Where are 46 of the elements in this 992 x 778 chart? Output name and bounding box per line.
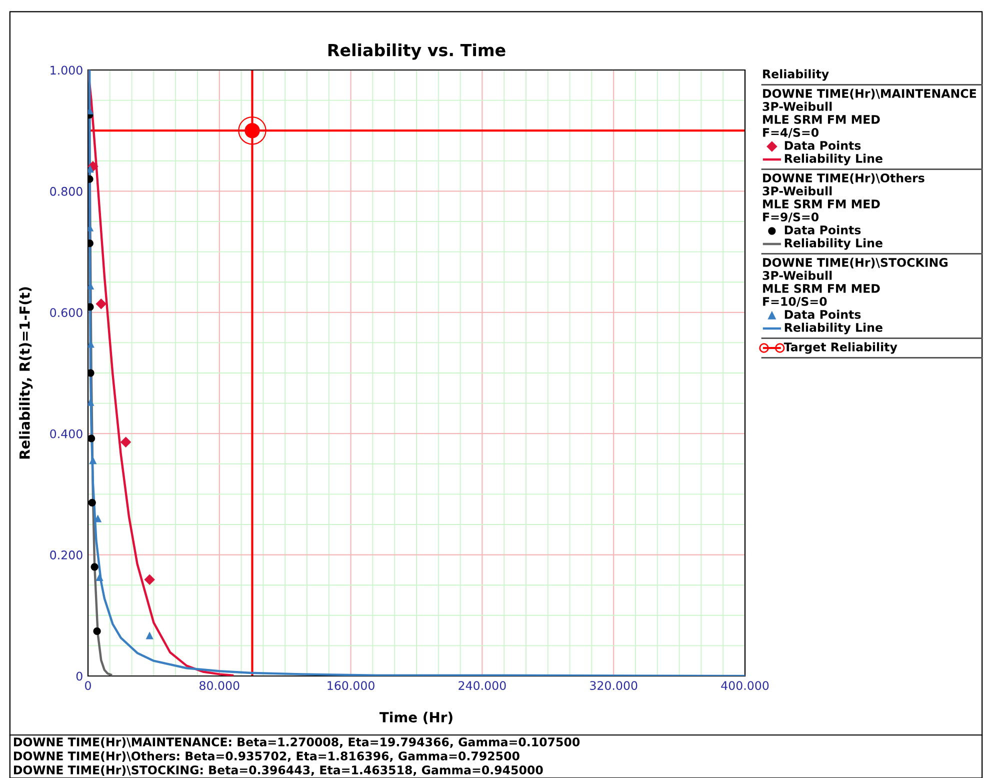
point bbox=[88, 164, 94, 173]
point bbox=[88, 303, 94, 311]
y-axis-title: Reliability, R(t)=1-F(t) bbox=[19, 287, 33, 459]
point bbox=[96, 298, 107, 310]
point bbox=[96, 573, 104, 582]
x-tick-label: 0 bbox=[85, 681, 91, 690]
x-tick-label: 320.000 bbox=[590, 681, 638, 690]
text: DOWNE TIME(Hr)\MAINTENANCE: Beta=1.270008, Eta=19.794366, Gamma=0.107500 bbox=[14, 737, 580, 748]
point bbox=[144, 574, 155, 586]
legend-label: Target Reliability bbox=[784, 342, 898, 354]
x-tick-label: 160.000 bbox=[328, 681, 374, 690]
legend-label: Data Points bbox=[784, 225, 861, 234]
point bbox=[89, 456, 97, 464]
point bbox=[88, 434, 96, 442]
y-tick-label: 0.800 bbox=[50, 186, 82, 196]
y-tick-label: 0 bbox=[76, 672, 82, 681]
y-tick-label: 1.000 bbox=[50, 66, 82, 75]
text: DOWNE TIME(Hr)\MAINTENANCE 3P-Weibull MLE SRM FM MED F=4/S=0 bbox=[762, 88, 976, 138]
chart-title: Reliability vs. Time bbox=[328, 43, 506, 60]
x-axis-title: Time (Hr) bbox=[380, 712, 452, 724]
legend-label: Reliability Line bbox=[784, 322, 882, 334]
point bbox=[88, 340, 94, 348]
point bbox=[90, 563, 98, 571]
text: DOWNE TIME(Hr)\STOCKING 3P-Weibull MLE SRM FM MED F=10/S=0 bbox=[762, 258, 948, 307]
legend-label: Data Points bbox=[784, 310, 861, 319]
y-tick-label: 0.600 bbox=[50, 308, 82, 318]
text: DOWNE TIME(Hr)\Others: Beta=0.935702, Eta=1.816396, Gamma=0.792500 bbox=[14, 751, 520, 762]
legend-title: Reliability bbox=[763, 69, 829, 81]
point bbox=[120, 436, 132, 448]
text: DOWNE TIME(Hr)\Others 3P-Weibull MLE SRM FM MED F=9/S=0 bbox=[762, 173, 924, 222]
x-tick-label: 400.000 bbox=[721, 681, 769, 690]
text: DOWNE TIME(Hr)\STOCKING: Beta=0.396443, Eta=1.463518, Gamma=0.945000 bbox=[14, 765, 543, 776]
y-tick-label: 0.400 bbox=[50, 429, 82, 438]
point bbox=[238, 116, 266, 145]
legend-label: Reliability Line bbox=[784, 238, 882, 250]
point bbox=[93, 627, 101, 635]
line-series bbox=[88, 70, 745, 676]
x-tick-label: 240.000 bbox=[458, 681, 506, 690]
point bbox=[88, 369, 94, 377]
x-tick-label: 80.000 bbox=[200, 681, 240, 690]
legend-label: Reliability Line bbox=[784, 154, 882, 166]
point bbox=[88, 498, 96, 506]
y-tick-label: 0.200 bbox=[50, 550, 82, 560]
point bbox=[146, 632, 154, 640]
point bbox=[88, 398, 94, 406]
legend-label: Data Points bbox=[784, 140, 861, 150]
